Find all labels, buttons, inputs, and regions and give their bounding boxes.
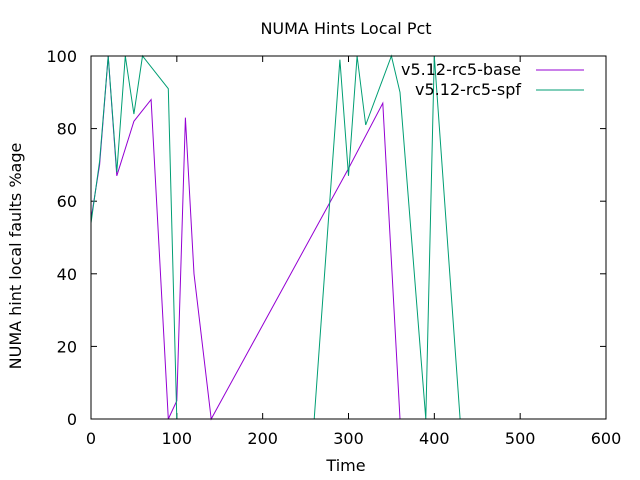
x-tick-label: 100 xyxy=(162,429,193,448)
axis-ticks: 0 100 200 300 400 500 600 0 20 40 60 80 100 xyxy=(46,47,621,448)
x-tick-label: 400 xyxy=(419,429,450,448)
y-tick-label: 0 xyxy=(67,410,77,429)
y-tick-label: 20 xyxy=(57,337,77,356)
y-tick-label: 80 xyxy=(57,120,77,139)
x-tick-label: 300 xyxy=(333,429,364,448)
legend-label: v5.12-rc5-spf xyxy=(415,80,521,99)
x-tick-label: 600 xyxy=(591,429,622,448)
y-tick-label: 40 xyxy=(57,265,77,284)
series-line xyxy=(90,54,461,420)
y-tick-label: 60 xyxy=(57,192,77,211)
x-axis-label: Time xyxy=(325,456,365,475)
legend-label: v5.12-rc5-base xyxy=(401,60,521,79)
y-tick-label: 100 xyxy=(46,47,77,66)
x-tick-label: 0 xyxy=(86,429,96,448)
plot-border xyxy=(90,55,607,420)
x-tick-label: 500 xyxy=(505,429,536,448)
x-tick-label: 200 xyxy=(247,429,278,448)
series-lines xyxy=(90,54,461,421)
chart-title: NUMA Hints Local Pct xyxy=(260,19,431,38)
y-axis-label: NUMA hint local faults %age xyxy=(6,143,25,370)
